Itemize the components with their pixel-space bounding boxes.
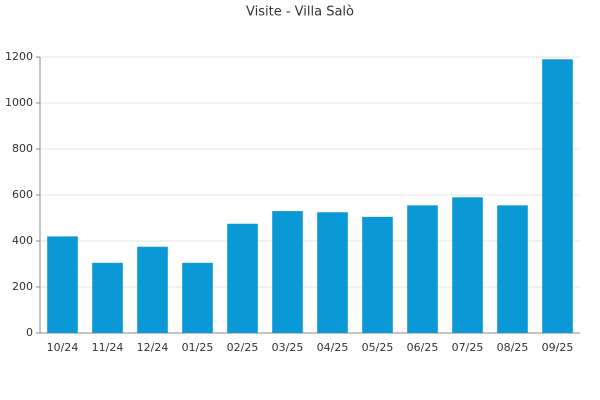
- bar: [182, 262, 213, 333]
- bar: [272, 211, 303, 333]
- x-tick-label: 03/25: [272, 341, 304, 354]
- y-tick-label: 800: [12, 142, 33, 155]
- y-tick-label: 1200: [5, 50, 33, 63]
- y-tick-label: 0: [26, 326, 33, 339]
- x-tick-label: 10/24: [47, 341, 79, 354]
- bar: [452, 197, 483, 333]
- bar: [137, 246, 168, 333]
- y-tick-label: 1000: [5, 96, 33, 109]
- bar: [92, 262, 123, 333]
- x-tick-label: 11/24: [92, 341, 124, 354]
- x-tick-label: 01/25: [182, 341, 214, 354]
- chart-title: Visite - Villa Salò: [246, 5, 354, 20]
- bar: [362, 216, 393, 333]
- x-tick-label: 12/24: [137, 341, 169, 354]
- x-tick-label: 05/25: [362, 341, 394, 354]
- bar: [227, 223, 258, 333]
- x-tick-label: 02/25: [227, 341, 259, 354]
- bar: [47, 236, 78, 333]
- x-tick-label: 04/25: [317, 341, 349, 354]
- bar: [542, 59, 573, 334]
- y-tick-label: 200: [12, 280, 33, 293]
- x-tick-label: 06/25: [407, 341, 439, 354]
- y-tick-label: 400: [12, 234, 33, 247]
- x-tick-label: 09/25: [542, 341, 574, 354]
- y-tick-label: 600: [12, 188, 33, 201]
- bar: [407, 205, 438, 333]
- bar: [317, 212, 348, 333]
- bar: [497, 205, 528, 333]
- x-tick-label: 08/25: [497, 341, 529, 354]
- x-tick-label: 07/25: [452, 341, 484, 354]
